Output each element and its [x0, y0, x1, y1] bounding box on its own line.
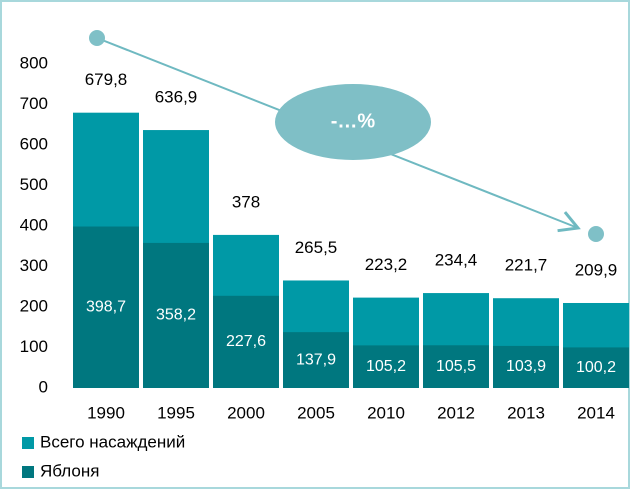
- y-tick-label: 300: [20, 256, 48, 275]
- value-label: 358,2: [156, 307, 196, 324]
- x-tick-label: 2000: [227, 403, 265, 422]
- value-label: 265,5: [295, 238, 338, 257]
- bar: [213, 295, 279, 388]
- bar: [283, 332, 349, 388]
- y-tick-label: 500: [20, 175, 48, 194]
- value-label: 378: [232, 192, 260, 211]
- x-tick-label: 1995: [157, 403, 195, 422]
- y-tick-label: 700: [20, 94, 48, 113]
- legend-swatch: [22, 466, 34, 478]
- annotation-bubble: [275, 84, 431, 160]
- value-label: 221,7: [505, 256, 548, 275]
- value-label: 137,9: [296, 351, 336, 368]
- value-label: 105,2: [366, 358, 406, 375]
- x-tick-label: 2012: [437, 403, 475, 422]
- bar: [493, 345, 559, 388]
- y-tick-label: 800: [20, 53, 48, 72]
- bar: [423, 345, 489, 388]
- value-label: 227,6: [226, 333, 266, 350]
- arrow-start: [89, 30, 105, 46]
- value-label: 636,9: [155, 88, 198, 107]
- annotation: -…%: [331, 110, 376, 132]
- value-label: 105,5: [436, 358, 476, 375]
- value-label: 209,9: [575, 260, 618, 279]
- x-tick-label: 1990: [87, 403, 125, 422]
- y-tick-label: 600: [20, 134, 48, 153]
- y-tick-label: 0: [39, 377, 48, 396]
- x-tick-label: 2014: [577, 403, 615, 422]
- bar: [73, 226, 139, 388]
- value-label: 223,2: [365, 255, 408, 274]
- y-tick-label: 100: [20, 337, 48, 356]
- x-tick-label: 2010: [367, 403, 405, 422]
- legend-label: Всего насаждений: [40, 432, 185, 451]
- value-label: 398,7: [86, 298, 126, 315]
- value-label: 103,9: [506, 358, 546, 375]
- bar: [143, 242, 209, 388]
- y-tick-label: 400: [20, 215, 48, 234]
- y-tick-label: 200: [20, 296, 48, 315]
- value-label: 234,4: [435, 251, 478, 270]
- arrow-end: [588, 226, 604, 242]
- x-tick-label: 2013: [507, 403, 545, 422]
- x-tick-label: 2005: [297, 403, 335, 422]
- value-label: 100,2: [576, 359, 616, 376]
- value-label: 679,8: [85, 70, 128, 89]
- legend-label: Яблоня: [40, 461, 99, 480]
- bar: [563, 347, 629, 388]
- legend-swatch: [22, 437, 34, 449]
- bar: [353, 345, 419, 388]
